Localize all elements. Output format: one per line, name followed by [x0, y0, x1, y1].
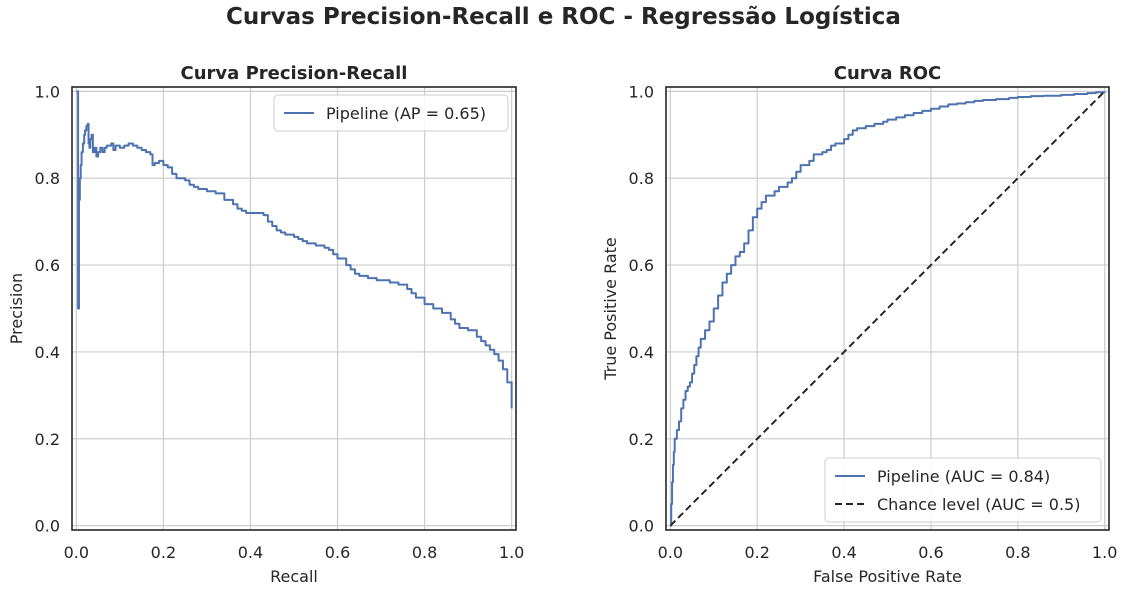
chart-panel-1: 0.0 0.2 0.4 0.6 0.8 1.0 0.0 0.2 0.4 0.6 0.8 1.0 Curv…	[7, 63, 524, 586]
chart-title: Curva Precision-Recall	[181, 63, 408, 84]
y-tick-label: 0.0	[35, 517, 60, 536]
series-line-1	[76, 90, 513, 409]
x-tick-label: 1.0	[499, 543, 524, 562]
x-axis-label: False Positive Rate	[813, 567, 962, 586]
chart-panel-2: 0.0 0.2 0.4 0.6 0.8 1.0 0.0 0.2 0.4 0.6 0.8 1.0 Curv…	[601, 63, 1117, 586]
x-tick-label: 0.8	[412, 543, 437, 562]
y-tick-label: 0.2	[629, 430, 654, 449]
x-tick-label: 0.4	[831, 543, 856, 562]
axes-frame	[71, 86, 517, 531]
plot-area	[72, 87, 516, 530]
figure-suptitle: Curvas Precision-Recall e ROC - Regressã…	[226, 4, 901, 30]
legend: Pipeline (AP = 0.65)	[273, 94, 509, 132]
y-tick-label: 0.4	[35, 343, 60, 362]
x-tick-label: 0.2	[744, 543, 769, 562]
legend-box	[273, 94, 509, 132]
legend-box	[824, 457, 1102, 523]
y-tick-label: 0.8	[629, 169, 654, 188]
y-tick-label: 1.0	[629, 82, 654, 101]
plot-area	[666, 87, 1109, 530]
x-tick-label: 0.0	[64, 543, 89, 562]
y-tick-label: 1.0	[35, 82, 60, 101]
x-tick-label: 0.4	[238, 543, 263, 562]
legend-label: Pipeline (AP = 0.65)	[326, 104, 486, 123]
y-axis-label: True Positive Rate	[601, 237, 620, 381]
legend: Pipeline (AUC = 0.84) Chance level (AUC =…	[824, 457, 1102, 523]
legend-label: Chance level (AUC = 0.5)	[877, 495, 1080, 514]
x-tick-label: 0.6	[325, 543, 350, 562]
x-tick-label: 0.0	[658, 543, 683, 562]
series-line-1	[670, 91, 1106, 527]
y-tick-label: 0.8	[35, 169, 60, 188]
x-tick-label: 0.2	[151, 543, 176, 562]
y-tick-label: 0.4	[629, 343, 654, 362]
x-tick-label: 0.6	[918, 543, 943, 562]
y-tick-label: 0.6	[35, 256, 60, 275]
x-tick-label: 0.8	[1005, 543, 1030, 562]
y-tick-label: 0.6	[629, 256, 654, 275]
y-tick-label: 0.2	[35, 430, 60, 449]
chart-title: Curva ROC	[834, 63, 941, 84]
y-tick-label: 0.0	[629, 517, 654, 536]
series-line-2	[669, 90, 1106, 527]
x-axis-label: Recall	[270, 567, 318, 586]
x-tick-label: 1.0	[1092, 543, 1117, 562]
legend-label: Pipeline (AUC = 0.84)	[877, 467, 1050, 486]
axes-frame	[665, 86, 1110, 531]
y-axis-label: Precision	[7, 273, 26, 344]
